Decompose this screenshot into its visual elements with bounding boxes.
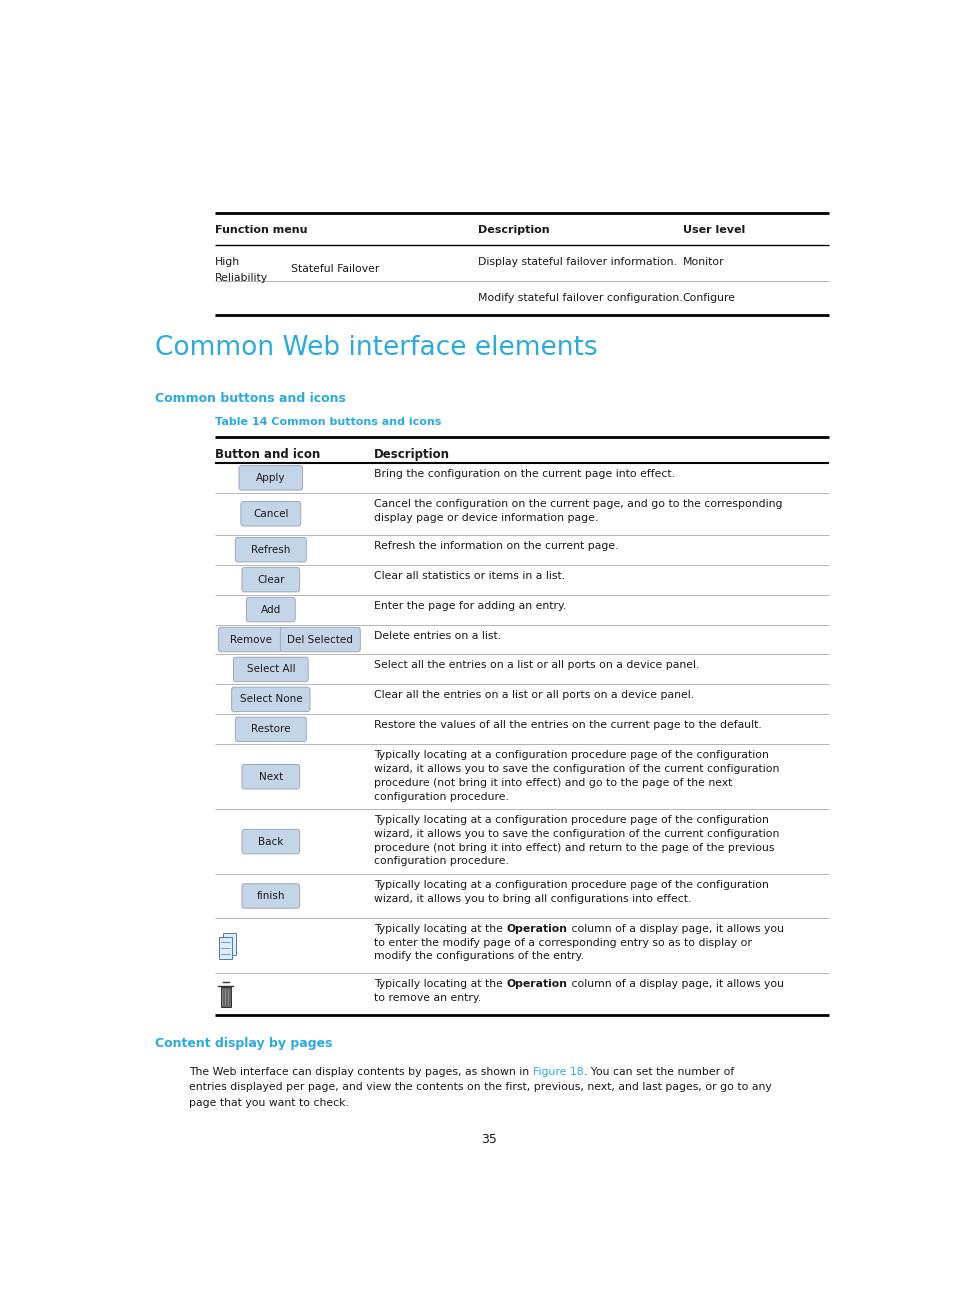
Text: procedure (not bring it into effect) and go to the page of the next: procedure (not bring it into effect) and… (374, 778, 732, 788)
Text: finish: finish (256, 890, 285, 901)
Text: Typically locating at a configuration procedure page of the configuration: Typically locating at a configuration pr… (374, 815, 768, 826)
Text: Operation: Operation (506, 978, 567, 989)
FancyBboxPatch shape (222, 933, 235, 955)
Text: Enter the page for adding an entry.: Enter the page for adding an entry. (374, 600, 566, 610)
Text: The Web interface can display contents by pages, as shown in: The Web interface can display contents b… (190, 1067, 533, 1077)
Text: modify the configurations of the entry.: modify the configurations of the entry. (374, 951, 583, 962)
Text: Stateful Failover: Stateful Failover (291, 264, 378, 275)
Text: Common buttons and icons: Common buttons and icons (154, 391, 345, 406)
FancyBboxPatch shape (280, 627, 360, 652)
Text: Refresh: Refresh (251, 544, 291, 555)
Text: Cancel the configuration on the current page, and go to the corresponding: Cancel the configuration on the current … (374, 499, 782, 509)
Text: Modify stateful failover configuration.: Modify stateful failover configuration. (477, 293, 681, 303)
Text: Typically locating at the: Typically locating at the (374, 924, 506, 934)
Text: Function menu: Function menu (215, 226, 308, 236)
Text: . You can set the number of: . You can set the number of (583, 1067, 733, 1077)
Text: Select None: Select None (239, 695, 302, 705)
Text: 35: 35 (480, 1134, 497, 1147)
Text: Configure: Configure (682, 293, 735, 303)
Text: Del Selected: Del Selected (287, 635, 353, 644)
Text: wizard, it allows you to save the configuration of the current configuration: wizard, it allows you to save the config… (374, 829, 779, 839)
FancyBboxPatch shape (220, 986, 231, 1007)
Text: Description: Description (374, 448, 450, 461)
Text: Select all the entries on a list or all ports on a device panel.: Select all the entries on a list or all … (374, 661, 699, 670)
FancyBboxPatch shape (242, 765, 299, 789)
Text: Restore: Restore (251, 724, 291, 735)
Text: Button and icon: Button and icon (215, 448, 320, 461)
FancyBboxPatch shape (246, 597, 294, 622)
Text: to enter the modify page of a corresponding entry so as to display or: to enter the modify page of a correspond… (374, 938, 751, 947)
Text: to remove an entry.: to remove an entry. (374, 993, 481, 1003)
Text: Back: Back (258, 837, 283, 846)
FancyBboxPatch shape (240, 502, 300, 526)
Text: Typically locating at the: Typically locating at the (374, 978, 506, 989)
Text: Monitor: Monitor (682, 258, 723, 267)
Text: Content display by pages: Content display by pages (154, 1037, 332, 1050)
Text: page that you want to check.: page that you want to check. (190, 1098, 349, 1108)
Text: Restore the values of all the entries on the current page to the default.: Restore the values of all the entries on… (374, 721, 761, 731)
Text: column of a display page, it allows you: column of a display page, it allows you (567, 978, 782, 989)
Text: Add: Add (260, 604, 280, 614)
Text: Reliability: Reliability (215, 273, 268, 283)
FancyBboxPatch shape (239, 465, 302, 490)
FancyBboxPatch shape (219, 937, 233, 959)
Text: Refresh the information on the current page.: Refresh the information on the current p… (374, 540, 618, 551)
Text: User level: User level (682, 226, 744, 236)
Text: wizard, it allows you to save the configuration of the current configuration: wizard, it allows you to save the config… (374, 765, 779, 774)
Text: procedure (not bring it into effect) and return to the page of the previous: procedure (not bring it into effect) and… (374, 842, 774, 853)
Text: Figure 18: Figure 18 (533, 1067, 583, 1077)
Text: High: High (215, 258, 240, 267)
Text: Bring the configuration on the current page into effect.: Bring the configuration on the current p… (374, 469, 675, 478)
FancyBboxPatch shape (242, 568, 299, 592)
FancyBboxPatch shape (242, 829, 299, 854)
Text: Clear all statistics or items in a list.: Clear all statistics or items in a list. (374, 570, 565, 581)
Text: configuration procedure.: configuration procedure. (374, 792, 509, 802)
Text: Clear: Clear (256, 574, 284, 584)
Text: Typically locating at a configuration procedure page of the configuration: Typically locating at a configuration pr… (374, 880, 768, 890)
Text: Common Web interface elements: Common Web interface elements (154, 336, 597, 362)
Text: Delete entries on a list.: Delete entries on a list. (374, 631, 501, 640)
Text: display page or device information page.: display page or device information page. (374, 513, 598, 522)
Text: Next: Next (258, 771, 283, 781)
Text: Select All: Select All (246, 665, 294, 674)
Text: Clear all the entries on a list or all ports on a device panel.: Clear all the entries on a list or all p… (374, 691, 694, 700)
Text: Description: Description (477, 226, 549, 236)
FancyBboxPatch shape (235, 717, 306, 741)
Text: column of a display page, it allows you: column of a display page, it allows you (567, 924, 782, 934)
Text: Apply: Apply (255, 473, 285, 483)
FancyBboxPatch shape (242, 884, 299, 908)
Text: entries displayed per page, and view the contents on the first, previous, next, : entries displayed per page, and view the… (190, 1082, 771, 1093)
Text: Remove: Remove (230, 635, 272, 644)
Text: configuration procedure.: configuration procedure. (374, 857, 509, 867)
FancyBboxPatch shape (233, 657, 308, 682)
Text: Table 14 Common buttons and icons: Table 14 Common buttons and icons (215, 417, 441, 426)
Text: Operation: Operation (506, 924, 567, 934)
Text: wizard, it allows you to bring all configurations into effect.: wizard, it allows you to bring all confi… (374, 894, 691, 903)
FancyBboxPatch shape (232, 687, 310, 712)
Text: Display stateful failover information.: Display stateful failover information. (477, 258, 676, 267)
FancyBboxPatch shape (235, 538, 306, 562)
Text: Cancel: Cancel (253, 509, 288, 518)
FancyBboxPatch shape (218, 627, 283, 652)
Text: Typically locating at a configuration procedure page of the configuration: Typically locating at a configuration pr… (374, 750, 768, 761)
